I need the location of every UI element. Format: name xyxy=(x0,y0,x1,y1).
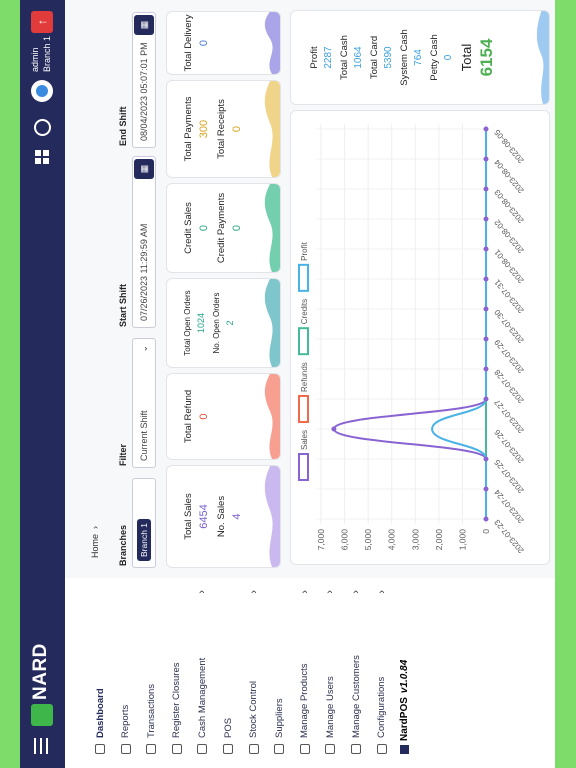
nav-label: POS xyxy=(222,717,234,738)
nav-icon xyxy=(325,744,336,754)
user-info: admin Branch 1 xyxy=(29,36,53,72)
version-icon xyxy=(400,745,409,754)
nav-item[interactable]: Stock Control › xyxy=(242,582,266,754)
nav-label: Manage Users xyxy=(324,676,336,738)
nav-icon xyxy=(146,744,157,754)
nav-label: Transactions xyxy=(145,683,157,738)
nav-arrow: › xyxy=(196,590,209,594)
nav-arrow: › xyxy=(350,590,362,594)
nav-icon xyxy=(120,744,131,754)
nav-item[interactable]: Configurations › xyxy=(370,582,394,754)
app-name: NardPOS xyxy=(399,697,410,741)
nav-icon xyxy=(299,744,310,754)
upload-button[interactable]: ↑ xyxy=(31,11,53,33)
nav-label: Stock Control xyxy=(248,680,260,738)
nav-label: Register Closures xyxy=(171,662,183,739)
nav-item[interactable]: Manage Users › xyxy=(318,582,342,754)
nav-label: Suppliers xyxy=(273,698,285,738)
nav-icon xyxy=(351,744,361,754)
nav-icon xyxy=(95,744,105,754)
logo-icon xyxy=(31,704,53,726)
nav-label: Manage Products xyxy=(299,663,311,738)
nav-item[interactable]: POS xyxy=(216,582,240,754)
sidebar: Dashboard Reports Transactions Register Clo… xyxy=(65,578,555,768)
language-button[interactable] xyxy=(34,119,51,136)
user-branch: Branch 1 xyxy=(42,35,52,72)
nav-arrow: › xyxy=(298,590,311,594)
apps-button[interactable] xyxy=(35,150,49,164)
nav-icon xyxy=(197,744,208,754)
avatar[interactable] xyxy=(31,80,53,102)
nav-icon xyxy=(223,744,233,754)
nav-item[interactable]: Transactions xyxy=(139,582,163,754)
nav-item[interactable]: Manage Customers › xyxy=(344,582,368,754)
nav-item[interactable]: Reports xyxy=(114,582,138,754)
nav-item[interactable]: Suppliers xyxy=(267,582,291,754)
nav-label: Cash Management xyxy=(196,657,208,738)
nav-arrow: › xyxy=(375,590,388,594)
nav-icon xyxy=(274,744,285,754)
brand: NARD xyxy=(30,643,51,700)
nav-icon xyxy=(376,744,387,754)
nav-arrow: › xyxy=(324,590,337,594)
nav-item[interactable]: Dashboard xyxy=(88,582,112,754)
nav-arrow: › xyxy=(247,590,260,594)
app-version: v1.0.84 xyxy=(399,659,410,694)
user-name: admin xyxy=(30,47,40,72)
menu-button[interactable] xyxy=(34,738,48,754)
nav-label: Reports xyxy=(120,704,132,738)
nav-item[interactable]: Manage Products › xyxy=(293,582,317,754)
nav-item[interactable]: Cash Management › xyxy=(190,582,214,754)
nav-label: Dashboard xyxy=(94,688,106,738)
version: NardPOS v1.0.84 xyxy=(399,660,410,754)
nav-label: Configurations xyxy=(376,676,388,738)
nav-item[interactable]: Register Closures xyxy=(165,582,189,754)
nav-icon xyxy=(248,744,259,754)
nav-icon xyxy=(171,744,182,754)
top-bar: NARD admin Branch 1 ↑ xyxy=(20,0,65,768)
nav-label: Manage Customers xyxy=(350,655,362,738)
